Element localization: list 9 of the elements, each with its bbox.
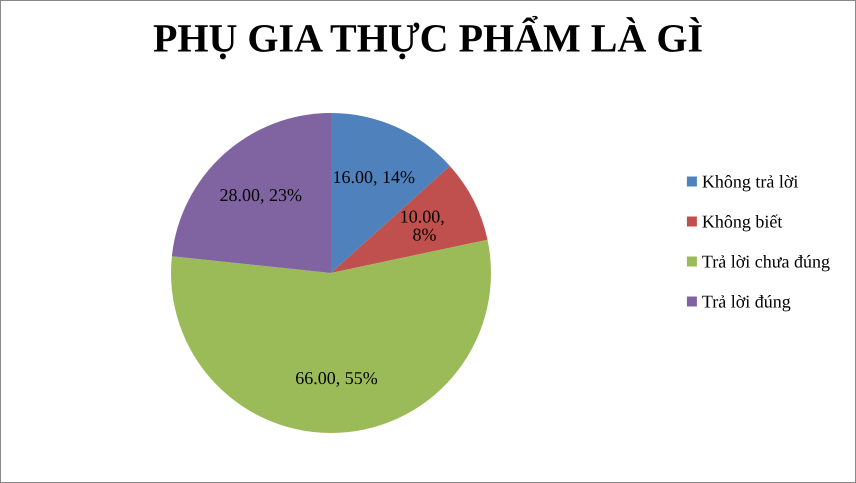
- data-label: 16.00, 14%: [332, 167, 415, 188]
- legend-label: Không trả lời: [702, 172, 798, 192]
- data-label: 66.00, 55%: [295, 368, 378, 388]
- chart-title: PHỤ GIA THỰC PHẨM LÀ GÌ: [152, 16, 704, 60]
- legend-label: Trả lời đúng: [702, 292, 791, 312]
- data-label: 28.00, 23%: [219, 184, 302, 205]
- legend-label: Trả lời chưa đúng: [702, 252, 830, 272]
- data-label: 10.00, 8%: [400, 206, 450, 244]
- legend-label: Không biết: [702, 212, 782, 232]
